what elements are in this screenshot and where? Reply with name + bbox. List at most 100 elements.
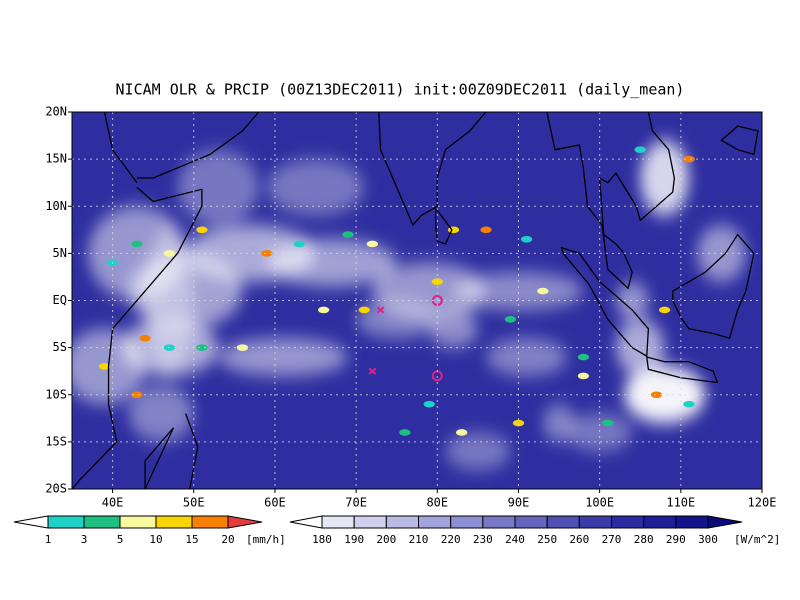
lon-tick-label: 120E xyxy=(748,496,777,510)
colorbar-label: 15 xyxy=(185,533,198,546)
precip-cell xyxy=(98,363,111,370)
lat-tick-label: 5S xyxy=(53,340,67,354)
colorbar-label: 190 xyxy=(344,533,364,546)
cloud xyxy=(640,140,689,216)
colorbar-label: 260 xyxy=(569,533,589,546)
lat-tick-label: 15N xyxy=(45,152,67,166)
precip-cell xyxy=(139,334,151,342)
colorbar-swatch xyxy=(514,515,548,529)
precip-cell xyxy=(261,250,273,257)
colorbar-swatch xyxy=(47,515,85,529)
lon-tick-label: 90E xyxy=(508,496,530,510)
lat-tick-label: 15S xyxy=(45,434,67,448)
cloud xyxy=(128,385,194,442)
colorbar-arrow xyxy=(13,515,49,529)
colorbar-label: 200 xyxy=(376,533,396,546)
marker-cross xyxy=(369,307,384,374)
colorbar-label: 10 xyxy=(149,533,162,546)
colorbar-label: 5 xyxy=(117,533,124,546)
colorbar-label: 300 xyxy=(698,533,718,546)
precip-cell xyxy=(131,391,143,399)
cloud xyxy=(266,159,365,216)
colorbar-label: 20 xyxy=(221,533,234,546)
colorbar-label: 290 xyxy=(666,533,686,546)
colorbar-swatch xyxy=(191,515,229,529)
precip-cell xyxy=(577,353,590,361)
precip-cell xyxy=(196,226,208,234)
colorbar-swatch xyxy=(119,515,157,529)
colorbar-label: 270 xyxy=(602,533,622,546)
colorbar-arrow xyxy=(707,515,743,529)
colorbar-arrow xyxy=(289,515,323,529)
precip-cell xyxy=(658,306,671,314)
precip-cell xyxy=(317,306,330,314)
lon-tick-label: 50E xyxy=(183,496,205,510)
cloud xyxy=(429,309,478,348)
colorbar-swatch xyxy=(546,515,580,529)
colorbar-label: 280 xyxy=(634,533,654,546)
precip-cell xyxy=(520,235,533,243)
cloud xyxy=(266,239,397,287)
colorbar-swatch xyxy=(385,515,420,529)
cloud xyxy=(177,149,259,226)
cloud xyxy=(624,366,706,424)
colorbar-label: 180 xyxy=(312,533,332,546)
precip-cell xyxy=(480,226,492,234)
colorbar-swatch xyxy=(450,515,484,529)
colorbar-swatch xyxy=(675,515,709,529)
colorbar-swatch xyxy=(611,515,645,529)
precip-cell xyxy=(399,429,411,436)
lat-tick-label: 10N xyxy=(45,199,67,213)
precip-cell xyxy=(342,231,354,238)
colorbar-label: 240 xyxy=(505,533,525,546)
colorbar-label: 3 xyxy=(81,533,88,546)
colorbar-swatch xyxy=(83,515,121,529)
colorbar-swatch xyxy=(321,515,355,529)
colorbar-label: 230 xyxy=(473,533,493,546)
cloud xyxy=(445,432,511,471)
precip-cell xyxy=(236,344,249,351)
lat-tick-label: 20S xyxy=(45,482,67,496)
lat-tick-label: EQ xyxy=(53,293,67,307)
precip-cell xyxy=(504,316,517,323)
precip-cell xyxy=(455,429,468,436)
cloud xyxy=(356,300,438,339)
precip-cell xyxy=(537,287,549,295)
colorbar-label: 210 xyxy=(409,533,429,546)
lon-tick-label: 80E xyxy=(426,496,448,510)
lon-tick-label: 110E xyxy=(666,496,695,510)
precip-cell xyxy=(131,240,143,248)
lat-tick-label: 20N xyxy=(45,105,67,119)
precip-cell xyxy=(683,155,695,163)
colorbar-arrow xyxy=(227,515,263,529)
precip-cell xyxy=(293,240,305,248)
colorbar-unit: [mm/h] xyxy=(246,533,286,546)
cloud xyxy=(615,281,649,320)
lat-tick-label: 5N xyxy=(53,246,67,260)
colorbar-label: 220 xyxy=(441,533,461,546)
colorbar-swatch xyxy=(482,515,516,529)
colorbar-swatch xyxy=(418,515,452,529)
cloud xyxy=(615,319,665,376)
colorbar-unit: [W/m^2] xyxy=(734,533,780,546)
lon-tick-label: 70E xyxy=(345,496,367,510)
precip-cell xyxy=(683,400,695,408)
colorbar-swatch xyxy=(353,515,387,529)
lon-tick-label: 100E xyxy=(585,496,614,510)
precip-cell xyxy=(634,146,646,153)
colorbar-swatch xyxy=(155,515,193,529)
precip-cell xyxy=(602,419,614,427)
precip-cell xyxy=(366,240,379,248)
title: NICAM OLR & PRCIP (00Z13DEC2011) init:00… xyxy=(116,81,685,99)
cloud xyxy=(542,404,576,442)
cloud xyxy=(218,338,349,376)
colorbar-swatch xyxy=(578,515,612,529)
cloud xyxy=(486,338,568,376)
map-area xyxy=(72,112,762,489)
precip-cell xyxy=(577,372,590,380)
colorbar-label: 250 xyxy=(537,533,557,546)
lon-tick-label: 40E xyxy=(102,496,124,510)
precip-cell xyxy=(512,419,525,427)
precip-cell xyxy=(358,306,370,314)
